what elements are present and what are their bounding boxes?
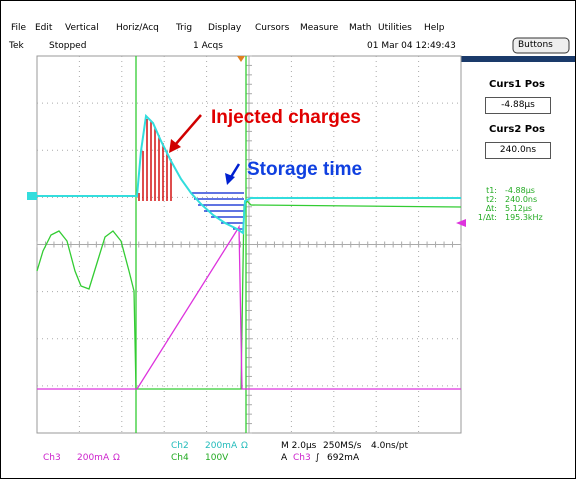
panel-bar <box>461 56 575 62</box>
readout-value: 5.12µs <box>505 204 533 213</box>
footer-text: 250MS/s <box>323 441 362 451</box>
readout-value: 240.0ns <box>505 195 538 204</box>
readout-value: 195.3kHz <box>505 213 543 222</box>
footer-text: Ch2 <box>171 441 189 451</box>
footer-text: 200mA <box>205 441 238 451</box>
acqs: 1 Acqs <box>193 41 223 51</box>
arrow-storage <box>229 163 241 178</box>
arrowhead <box>169 139 181 153</box>
readout-label: Δt: <box>485 204 497 213</box>
cursor-label: Curs1 Pos <box>489 79 545 90</box>
menu-item[interactable]: File <box>11 23 27 33</box>
menu-item[interactable]: Help <box>424 23 445 33</box>
menu-item[interactable]: Math <box>349 23 372 33</box>
menu-item[interactable]: Edit <box>35 23 53 33</box>
footer-text: M 2.0µs <box>281 441 317 451</box>
trigger-marker <box>237 56 245 62</box>
grid <box>36 55 462 434</box>
state: Stopped <box>49 41 87 51</box>
menu-item[interactable]: Vertical <box>65 23 99 33</box>
ch2-marker <box>27 192 37 200</box>
storage-hatch <box>191 192 244 230</box>
annotation: Injected charges <box>211 107 361 128</box>
cursor-value[interactable]: -4.88µs <box>485 97 551 114</box>
cursor-label: Curs2 Pos <box>489 124 545 135</box>
footer-text: Ch4 <box>171 453 189 463</box>
readout-label: t1: <box>486 186 497 195</box>
charge-hatch <box>138 119 172 201</box>
footer-text: Ch3 <box>43 453 61 463</box>
menu-item[interactable]: Display <box>208 23 242 33</box>
menu-item[interactable]: Horiz/Acq <box>116 23 159 33</box>
ch3-trace <box>37 224 461 390</box>
readout-label: t2: <box>486 195 497 204</box>
menu-item[interactable]: Measure <box>300 23 339 33</box>
menu-item[interactable]: Utilities <box>378 23 412 33</box>
footer-text: Ch3 <box>293 453 311 463</box>
footer-text: 692mA <box>327 453 360 463</box>
arrowhead <box>225 173 235 185</box>
footer-text: 4.0ns/pt <box>371 441 408 451</box>
footer-text: 200mA <box>77 453 110 463</box>
readout-value: -4.88µs <box>505 186 535 195</box>
buttons-btn[interactable] <box>512 37 570 54</box>
annotation: Storage time <box>247 159 363 180</box>
footer-text: 100V <box>205 453 229 463</box>
brand: Tek <box>9 41 24 51</box>
footer-text: Ω <box>241 441 248 451</box>
readout-label: 1/Δt: <box>477 213 497 222</box>
ch4-trace <box>36 199 462 390</box>
menu-item[interactable]: Cursors <box>255 23 290 33</box>
ch2-trace <box>37 113 461 235</box>
footer-text: A <box>281 453 288 463</box>
arrow-injected <box>174 114 202 146</box>
buttons-label[interactable]: Buttons <box>518 40 553 50</box>
menu-item[interactable]: Trig <box>176 23 193 33</box>
footer-text: ∫ <box>315 453 320 463</box>
footer-text: Ω <box>113 453 120 463</box>
ref-marker <box>456 219 466 227</box>
datetime: 01 Mar 04 12:49:43 <box>367 41 456 51</box>
cursor-value[interactable]: 240.0ns <box>485 142 551 159</box>
